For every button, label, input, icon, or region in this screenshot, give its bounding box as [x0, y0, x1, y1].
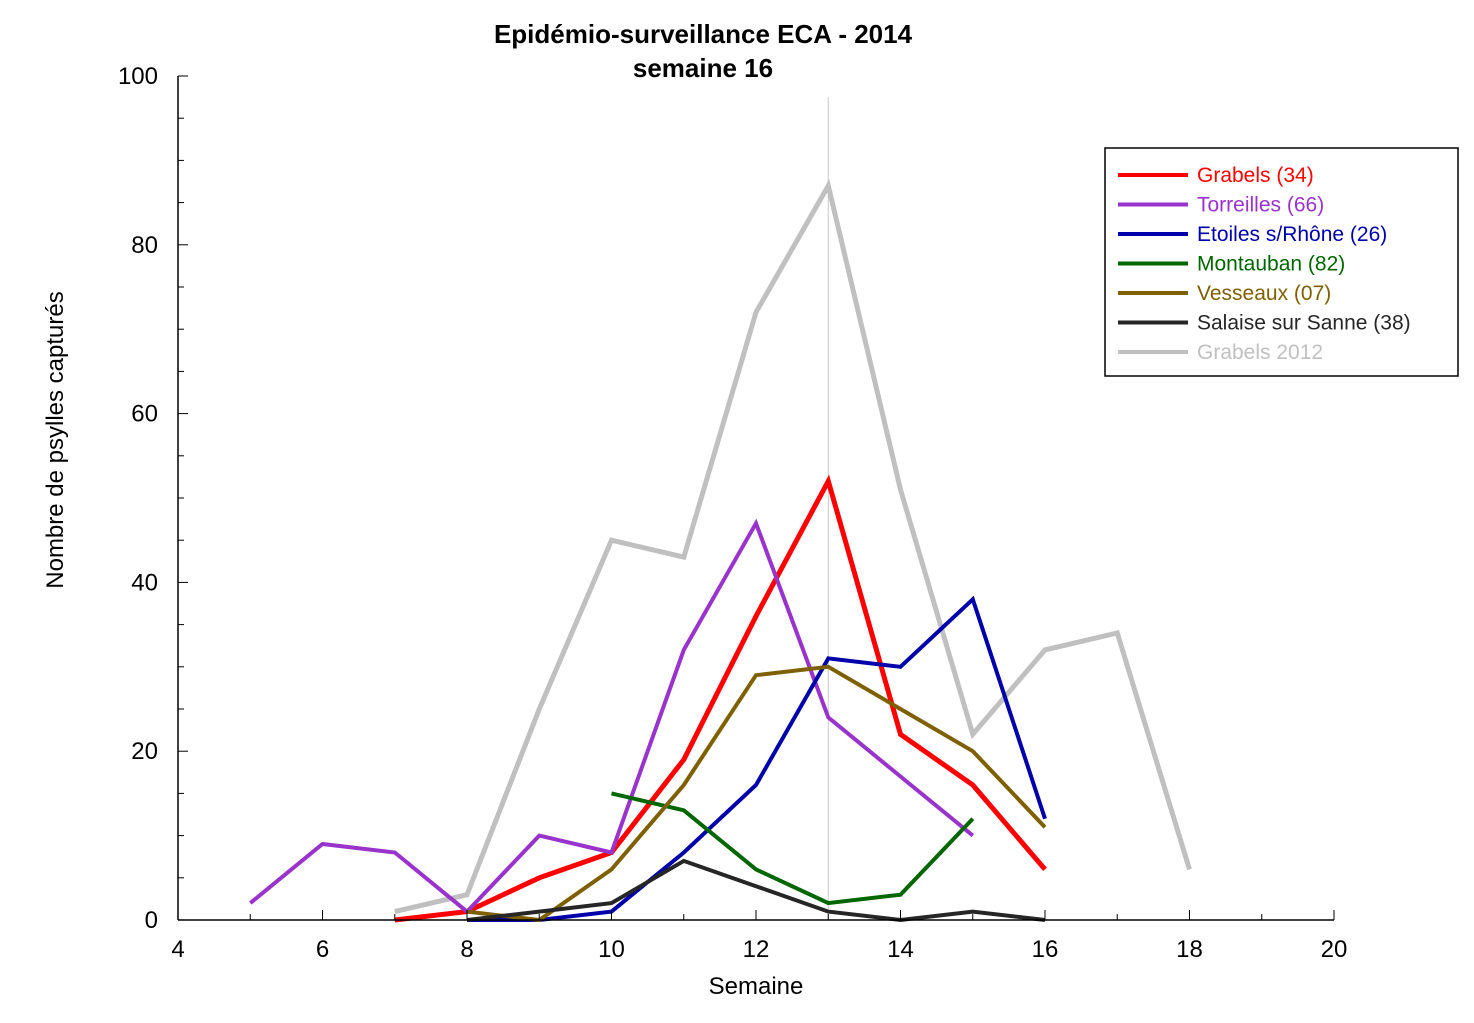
legend: Grabels (34) Torreilles (66) Etoiles s/Rhô… — [1104, 147, 1459, 377]
y-tick-label: 20 — [131, 738, 158, 765]
y-tick-label: 80 — [131, 232, 158, 259]
chart-title: Epidémio-surveillance ECA - 2014 — [494, 19, 913, 49]
x-tick-label: 10 — [598, 936, 625, 963]
legend-label: Salaise sur Sanne (38) — [1197, 312, 1411, 335]
legend-label: Grabels (34) — [1197, 164, 1314, 187]
x-tick-label: 14 — [887, 936, 914, 963]
x-tick-label: 18 — [1176, 936, 1203, 963]
series-line — [466, 664, 1047, 923]
series-line — [466, 858, 1046, 923]
series-line — [394, 178, 1192, 915]
x-tick-label: 6 — [316, 936, 329, 963]
series-line — [467, 595, 1047, 922]
x-tick-label: 12 — [743, 936, 770, 963]
chart-subtitle: semaine 16 — [633, 53, 773, 83]
y-tick-label: 60 — [131, 401, 158, 428]
legend-label: Grabels 2012 — [1197, 341, 1323, 364]
x-tick-label: 8 — [460, 936, 473, 963]
x-axis-ticks: 4 6 8 10 12 14 16 18 20 — [171, 910, 1347, 963]
legend-label: Montauban (82) — [1197, 253, 1345, 276]
x-tick-label: 4 — [171, 936, 184, 963]
y-axis-label: Nombre de psylles capturés — [42, 291, 69, 588]
series-line — [394, 474, 1047, 923]
y-tick-label: 0 — [145, 907, 158, 934]
x-tick-label: 20 — [1321, 936, 1348, 963]
y-tick-label: 100 — [118, 63, 158, 90]
legend-label: Vesseaux (07) — [1197, 282, 1331, 305]
series-layer — [249, 178, 1192, 923]
y-tick-label: 40 — [131, 569, 158, 596]
x-axis-label: Semaine — [709, 973, 804, 1000]
series-line — [249, 518, 975, 915]
y-axis-ticks: 0 20 40 60 80 100 — [118, 63, 188, 934]
legend-label: Etoiles s/Rhône (26) — [1197, 223, 1387, 246]
legend-label: Torreilles (66) — [1197, 194, 1324, 217]
x-tick-label: 16 — [1032, 936, 1059, 963]
series-line — [611, 791, 975, 906]
